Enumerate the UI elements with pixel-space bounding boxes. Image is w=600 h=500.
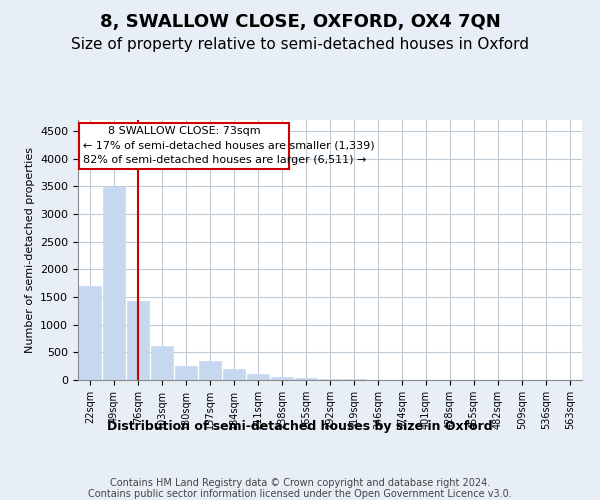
Bar — [271, 376, 293, 380]
Bar — [199, 360, 221, 380]
Bar — [175, 366, 197, 380]
Bar — [223, 369, 245, 380]
Text: Distribution of semi-detached houses by size in Oxford: Distribution of semi-detached houses by … — [107, 420, 493, 433]
Text: ← 17% of semi-detached houses are smaller (1,339): ← 17% of semi-detached houses are smalle… — [83, 141, 374, 151]
Text: Contains HM Land Registry data © Crown copyright and database right 2024.
Contai: Contains HM Land Registry data © Crown c… — [88, 478, 512, 499]
Bar — [127, 302, 149, 380]
Text: 8, SWALLOW CLOSE, OXFORD, OX4 7QN: 8, SWALLOW CLOSE, OXFORD, OX4 7QN — [100, 12, 500, 30]
Bar — [103, 188, 125, 380]
Text: 8 SWALLOW CLOSE: 73sqm: 8 SWALLOW CLOSE: 73sqm — [108, 126, 260, 136]
Text: Size of property relative to semi-detached houses in Oxford: Size of property relative to semi-detach… — [71, 38, 529, 52]
Bar — [79, 286, 101, 380]
Bar — [319, 379, 341, 380]
Y-axis label: Number of semi-detached properties: Number of semi-detached properties — [25, 147, 35, 353]
Bar — [295, 378, 317, 380]
Bar — [247, 374, 269, 380]
Text: 82% of semi-detached houses are larger (6,511) →: 82% of semi-detached houses are larger (… — [83, 155, 366, 165]
Bar — [151, 346, 173, 380]
FancyBboxPatch shape — [79, 124, 289, 168]
